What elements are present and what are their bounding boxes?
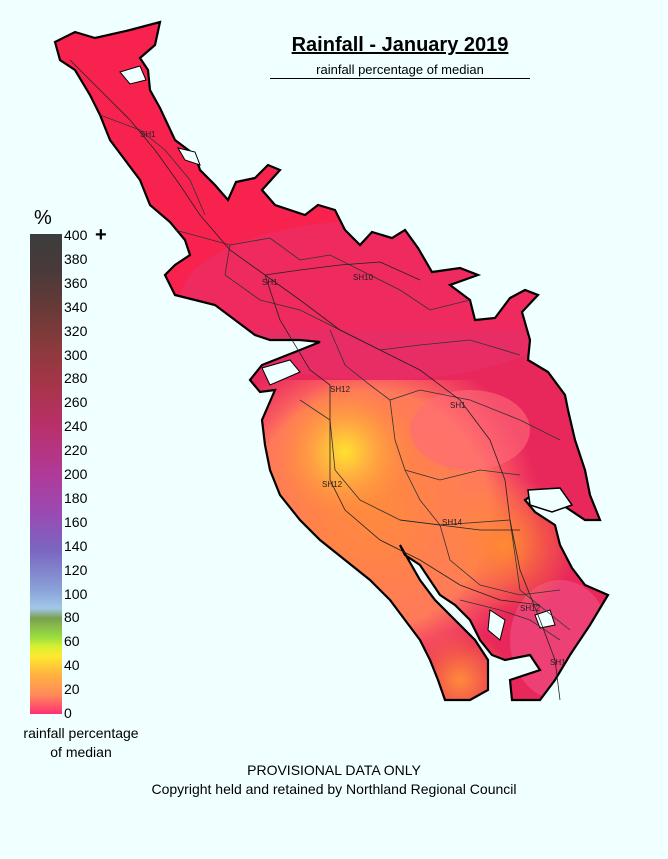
map-subtitle: rainfall percentage of median	[270, 62, 530, 79]
legend-tick-label: 180	[64, 489, 88, 506]
legend-caption: rainfall percentage of median	[6, 724, 156, 762]
legend-tick-label: 300	[64, 346, 88, 363]
road-label-sh10: SH10	[353, 273, 374, 282]
legend-tick-label: 400	[64, 227, 88, 243]
road-label-sh1-north: SH1	[140, 130, 156, 139]
legend-tick-label: 60	[64, 633, 80, 650]
legend-tick-label: 360	[64, 274, 88, 291]
road-label-sh1-south: SH1	[550, 658, 566, 667]
legend-plus-symbol: +	[95, 224, 107, 246]
legend-caption-line1: rainfall percentage	[23, 725, 139, 741]
provisional-notice: PROVISIONAL DATA ONLY	[247, 762, 421, 778]
copyright-notice: Copyright held and retained by Northland…	[151, 781, 517, 797]
legend-tick-label: 240	[64, 418, 88, 435]
legend-tick-label: 0	[64, 705, 72, 721]
legend-tick-label: 80	[64, 609, 80, 626]
legend-tick-label: 140	[64, 537, 88, 554]
legend-caption-line2: of median	[50, 744, 112, 760]
legend-tick-label: 280	[64, 370, 88, 387]
road-label-sh1-mid: SH1	[262, 278, 278, 287]
road-label-sh12-b: SH12	[322, 480, 343, 489]
legend-color-bar	[30, 234, 62, 714]
road-label-sh12-c: SH12	[520, 604, 541, 613]
legend-tick-label: 40	[64, 657, 80, 674]
road-label-sh12-a: SH12	[330, 385, 351, 394]
legend-tick-label: 120	[64, 561, 88, 578]
legend-tick-label: 260	[64, 394, 88, 411]
legend-tick-label: 20	[64, 681, 80, 698]
legend-tick-label: 380	[64, 250, 88, 267]
legend-unit-symbol: %	[34, 207, 52, 229]
map-title: Rainfall - January 2019	[291, 34, 509, 56]
legend-tick-label: 340	[64, 298, 88, 315]
road-label-sh14: SH14	[442, 518, 463, 527]
legend-tick-label: 100	[64, 585, 88, 602]
road-label-sh1-east: SH1	[450, 401, 466, 410]
legend-tick-label: 200	[64, 466, 88, 482]
legend-tick-label: 320	[64, 322, 88, 339]
legend-tick-label: 160	[64, 513, 88, 530]
legend-tick-label: 220	[64, 442, 88, 459]
